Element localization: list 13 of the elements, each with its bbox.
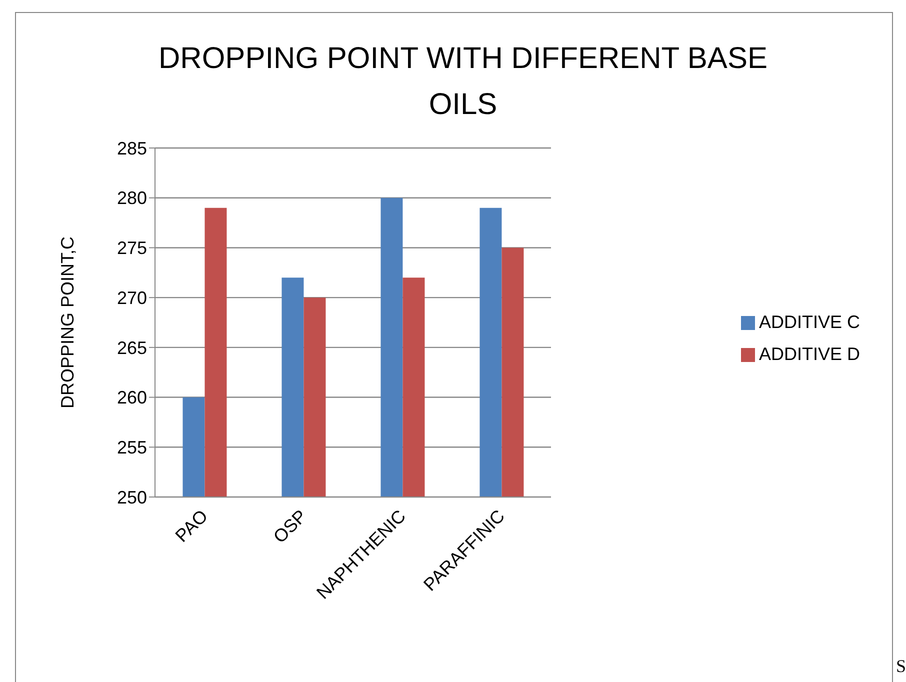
legend-label: ADDITIVE C	[758, 312, 860, 332]
y-tick-label: 285	[116, 138, 147, 158]
y-tick-label: 280	[116, 188, 147, 208]
chart-title: DROPPING POINT WITH DIFFERENT BASE OILS	[158, 41, 768, 123]
legend-label: ADDITIVE D	[758, 344, 860, 364]
y-tick-label: 255	[116, 438, 147, 458]
y-tick-label: 260	[116, 388, 147, 408]
y-tick-label: 250	[116, 487, 147, 508]
y-tick-label: 275	[116, 238, 147, 258]
text: S	[896, 656, 906, 677]
y-axis-title: DROPPING POINT,C	[57, 236, 78, 409]
y-tick-label: 265	[116, 338, 147, 358]
y-tick-label: 270	[116, 288, 147, 308]
